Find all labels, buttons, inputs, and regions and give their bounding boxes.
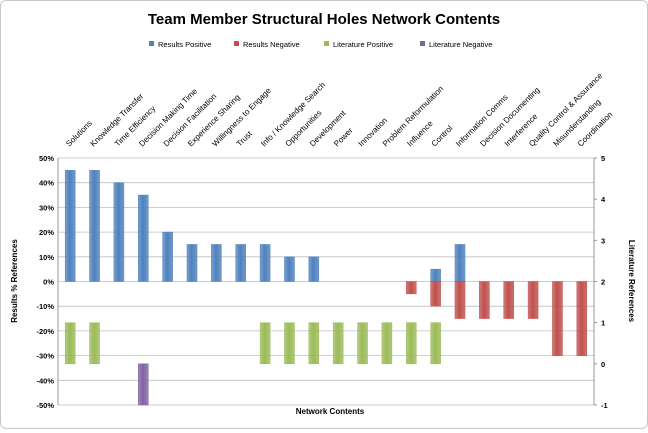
legend-label: Results Positive — [158, 40, 211, 49]
bar-results-positive — [284, 256, 295, 282]
bar-literature-positive — [332, 322, 344, 365]
bar-results-negative — [503, 281, 514, 319]
bar-literature-positive — [430, 322, 441, 365]
legend-label: Literature Positive — [333, 40, 393, 49]
bar-literature-positive — [308, 322, 320, 365]
y-tick-label: 40% — [39, 179, 54, 188]
bar-results-positive — [113, 182, 125, 282]
y-tick-label: 10% — [39, 253, 54, 262]
legend-swatch — [234, 41, 239, 46]
bar-results-positive — [162, 231, 173, 282]
y-tick-label: -30% — [36, 352, 54, 361]
bar-results-positive — [89, 170, 100, 282]
bar-results-positive — [186, 244, 198, 282]
y2-tick-label: 0 — [601, 360, 605, 369]
bars — [64, 170, 588, 406]
bar-results-positive — [454, 244, 466, 282]
bar-results-positive — [64, 170, 76, 282]
y-tick-label: -50% — [36, 401, 54, 410]
legend-item: Results Positive — [149, 40, 211, 49]
bar-results-negative — [479, 281, 490, 319]
bar-literature-positive — [284, 322, 295, 365]
legend-swatch — [420, 41, 425, 46]
legend-item: Results Negative — [234, 40, 300, 49]
y2-tick-label: 5 — [601, 154, 605, 163]
y-tick-label: -10% — [36, 302, 54, 311]
bar-results-negative — [406, 281, 417, 295]
bar-literature-positive — [89, 322, 100, 365]
bar-results-negative — [552, 281, 563, 356]
bar-results-negative — [430, 281, 441, 307]
chart-title: Team Member Structural Holes Network Con… — [148, 11, 500, 28]
y2-tick-label: 4 — [601, 195, 606, 204]
legend-label: Literature Negative — [429, 40, 492, 49]
category-label: Trust — [235, 129, 255, 149]
bar-literature-negative — [138, 363, 149, 406]
y2-tick-label: -1 — [601, 401, 608, 410]
y-tick-label: -20% — [36, 327, 54, 336]
y-tick-label: 20% — [39, 228, 54, 237]
bar-results-positive — [308, 256, 320, 282]
bar-literature-positive — [381, 322, 393, 365]
y-tick-label: 30% — [39, 203, 54, 212]
legend-swatch — [324, 41, 329, 46]
bar-literature-positive — [64, 322, 76, 365]
category-label: Control — [430, 124, 455, 149]
y-tick-label: -40% — [36, 376, 54, 385]
y-tick-label: 0% — [43, 278, 54, 287]
legend-item: Literature Positive — [324, 40, 393, 49]
bar-results-positive — [259, 244, 271, 282]
y2-tick-label: 1 — [601, 319, 605, 328]
legend-swatch — [149, 41, 154, 46]
y-tick-label: 50% — [39, 154, 54, 163]
y2-axis-title: Literature References — [627, 240, 636, 323]
bar-literature-positive — [357, 322, 368, 365]
y2-tick-label: 3 — [601, 236, 605, 245]
legend-item: Literature Negative — [420, 40, 492, 49]
x-axis-title: Network Contents — [296, 407, 365, 416]
bar-results-negative — [527, 281, 539, 319]
legend-label: Results Negative — [243, 40, 300, 49]
bar-literature-positive — [406, 322, 417, 365]
axes: 50% 40% 30% 20% 10% 0% -10% -20% -30% -40% -50% 5 4 3… — [36, 154, 607, 410]
bar-results-positive — [138, 194, 149, 282]
bar-results-negative — [576, 281, 588, 356]
bar-results-positive — [430, 268, 441, 282]
bar-results-negative — [454, 281, 466, 319]
category-label: Power — [332, 126, 355, 149]
y2-tick-label: 2 — [601, 278, 605, 287]
y-axis-title: Results % References — [10, 239, 19, 323]
bar-results-positive — [211, 244, 222, 282]
bar-results-positive — [235, 244, 246, 282]
bar-literature-positive — [259, 322, 271, 365]
legend: Results Positive Results Negative Literatu… — [149, 40, 492, 49]
